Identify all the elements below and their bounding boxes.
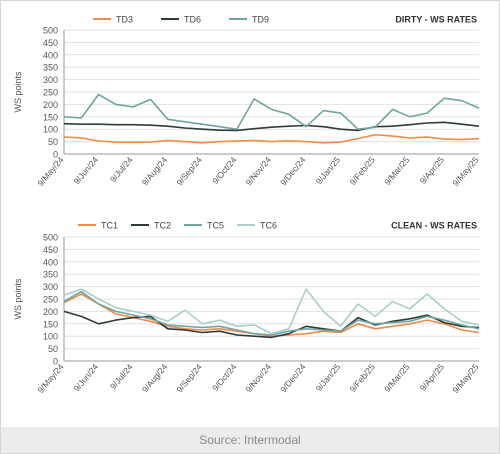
chart2-xtick-label: 9/Jul/24 — [108, 362, 135, 391]
chart2-legend-label-tc1: TC1 — [101, 221, 118, 231]
chart2-xtick-label: 9/Feb/25 — [348, 362, 377, 394]
chart1-series-td9-line — [63, 93, 480, 130]
chart2-ytick-label: 400 — [43, 257, 58, 267]
chart2-xtick-label: 9/Jun/24 — [71, 362, 100, 394]
chart2-ytick-label: 300 — [43, 282, 58, 292]
chart1-ytick-label: 300 — [43, 75, 58, 85]
chart1-xtick-label: 9/Oct/24 — [210, 155, 238, 186]
chart2-legend-label-tc6: TC6 — [260, 221, 277, 231]
chart1-xtick-label: 9/Sep/24 — [174, 155, 204, 188]
chart1-ytick-label: 500 — [43, 26, 58, 36]
chart1-ytick-label: 0 — [53, 150, 58, 160]
chart1-ytick-label: 350 — [43, 63, 58, 73]
chart2-title: CLEAN - WS RATES — [391, 221, 477, 231]
chart2-series-tc6-line — [63, 288, 480, 335]
chart1-xtick-label: 9/May/25 — [450, 155, 480, 188]
chart2-xtick-label: 9/May/25 — [450, 362, 480, 395]
chart1-title: DIRTY - WS RATES — [395, 15, 477, 25]
chart2-ytick-label: 500 — [43, 233, 58, 243]
chart1-xtick-label: 9/Jul/24 — [108, 155, 135, 184]
chart1-series-td3-line — [63, 133, 480, 144]
chart2-xtick-label: 9/Nov/24 — [243, 362, 273, 395]
chart1-ytick-label: 400 — [43, 50, 58, 60]
chart1-xtick-label: 9/Mar/25 — [382, 155, 411, 187]
source-caption: Source: Intermodal — [1, 427, 499, 453]
chart1-xtick-label: 9/Jun/24 — [71, 155, 100, 187]
chart1-ytick-label: 250 — [43, 88, 58, 98]
chart2-ytick-label: 350 — [43, 270, 58, 280]
chart2-ytick-label: 150 — [43, 319, 58, 329]
chart1-y-axis-label: WS points — [13, 71, 23, 113]
chart1-legend-label-td6: TD6 — [184, 15, 201, 25]
chart1-xtick-label: 9/May/24 — [35, 155, 65, 188]
chart1-ytick-label: 50 — [48, 137, 58, 147]
chart1-xtick-label: 9/Nov/24 — [243, 155, 273, 188]
chart1-xtick-label: 9/Apr/25 — [418, 155, 446, 186]
chart1-xtick-label: 9/Jan/25 — [314, 155, 343, 187]
chart1-xtick-label: 9/Aug/24 — [140, 155, 170, 188]
chart2-xtick-label: 9/Mar/25 — [382, 362, 411, 394]
chart2-legend-label-tc2: TC2 — [154, 221, 171, 231]
chart2-xtick-label: 9/Dec/24 — [278, 362, 308, 395]
chart2-xtick-label: 9/Apr/25 — [418, 362, 446, 393]
chart1-ytick-label: 100 — [43, 125, 58, 135]
chart1-ytick-label: 450 — [43, 38, 58, 48]
chart2-legend-label-tc5: TC5 — [207, 221, 224, 231]
chart2-ytick-label: 200 — [43, 307, 58, 317]
chart2-ytick-label: 250 — [43, 295, 58, 305]
chart1-legend-label-td3: TD3 — [116, 15, 133, 25]
chart2-xtick-label: 9/Aug/24 — [140, 362, 170, 395]
chart2-xtick-label: 9/Jan/25 — [314, 362, 343, 394]
chart2-series-tc1-line — [63, 293, 480, 338]
chart2-series-tc2-line — [63, 310, 480, 339]
chart2-xtick-label: 9/Oct/24 — [210, 362, 238, 393]
chart2-xtick-label: 9/May/24 — [35, 362, 65, 395]
chart2-series-tc5-line — [63, 290, 480, 336]
chart2-ytick-label: 50 — [48, 344, 58, 354]
chart1-legend-label-td9: TD9 — [252, 15, 269, 25]
chart1-xtick-label: 9/Dec/24 — [278, 155, 308, 188]
chart1-series-td6-line — [63, 121, 480, 132]
chart1-ytick-label: 200 — [43, 100, 58, 110]
chart2-ytick-label: 0 — [53, 357, 58, 367]
chart1-xtick-label: 9/Feb/25 — [348, 155, 377, 187]
chart2-ytick-label: 450 — [43, 245, 58, 255]
chart2-y-axis-label: WS points — [13, 278, 23, 320]
chart1-ytick-label: 150 — [43, 112, 58, 122]
chart2-ytick-label: 100 — [43, 332, 58, 342]
chart2-xtick-label: 9/Sep/24 — [174, 362, 204, 395]
